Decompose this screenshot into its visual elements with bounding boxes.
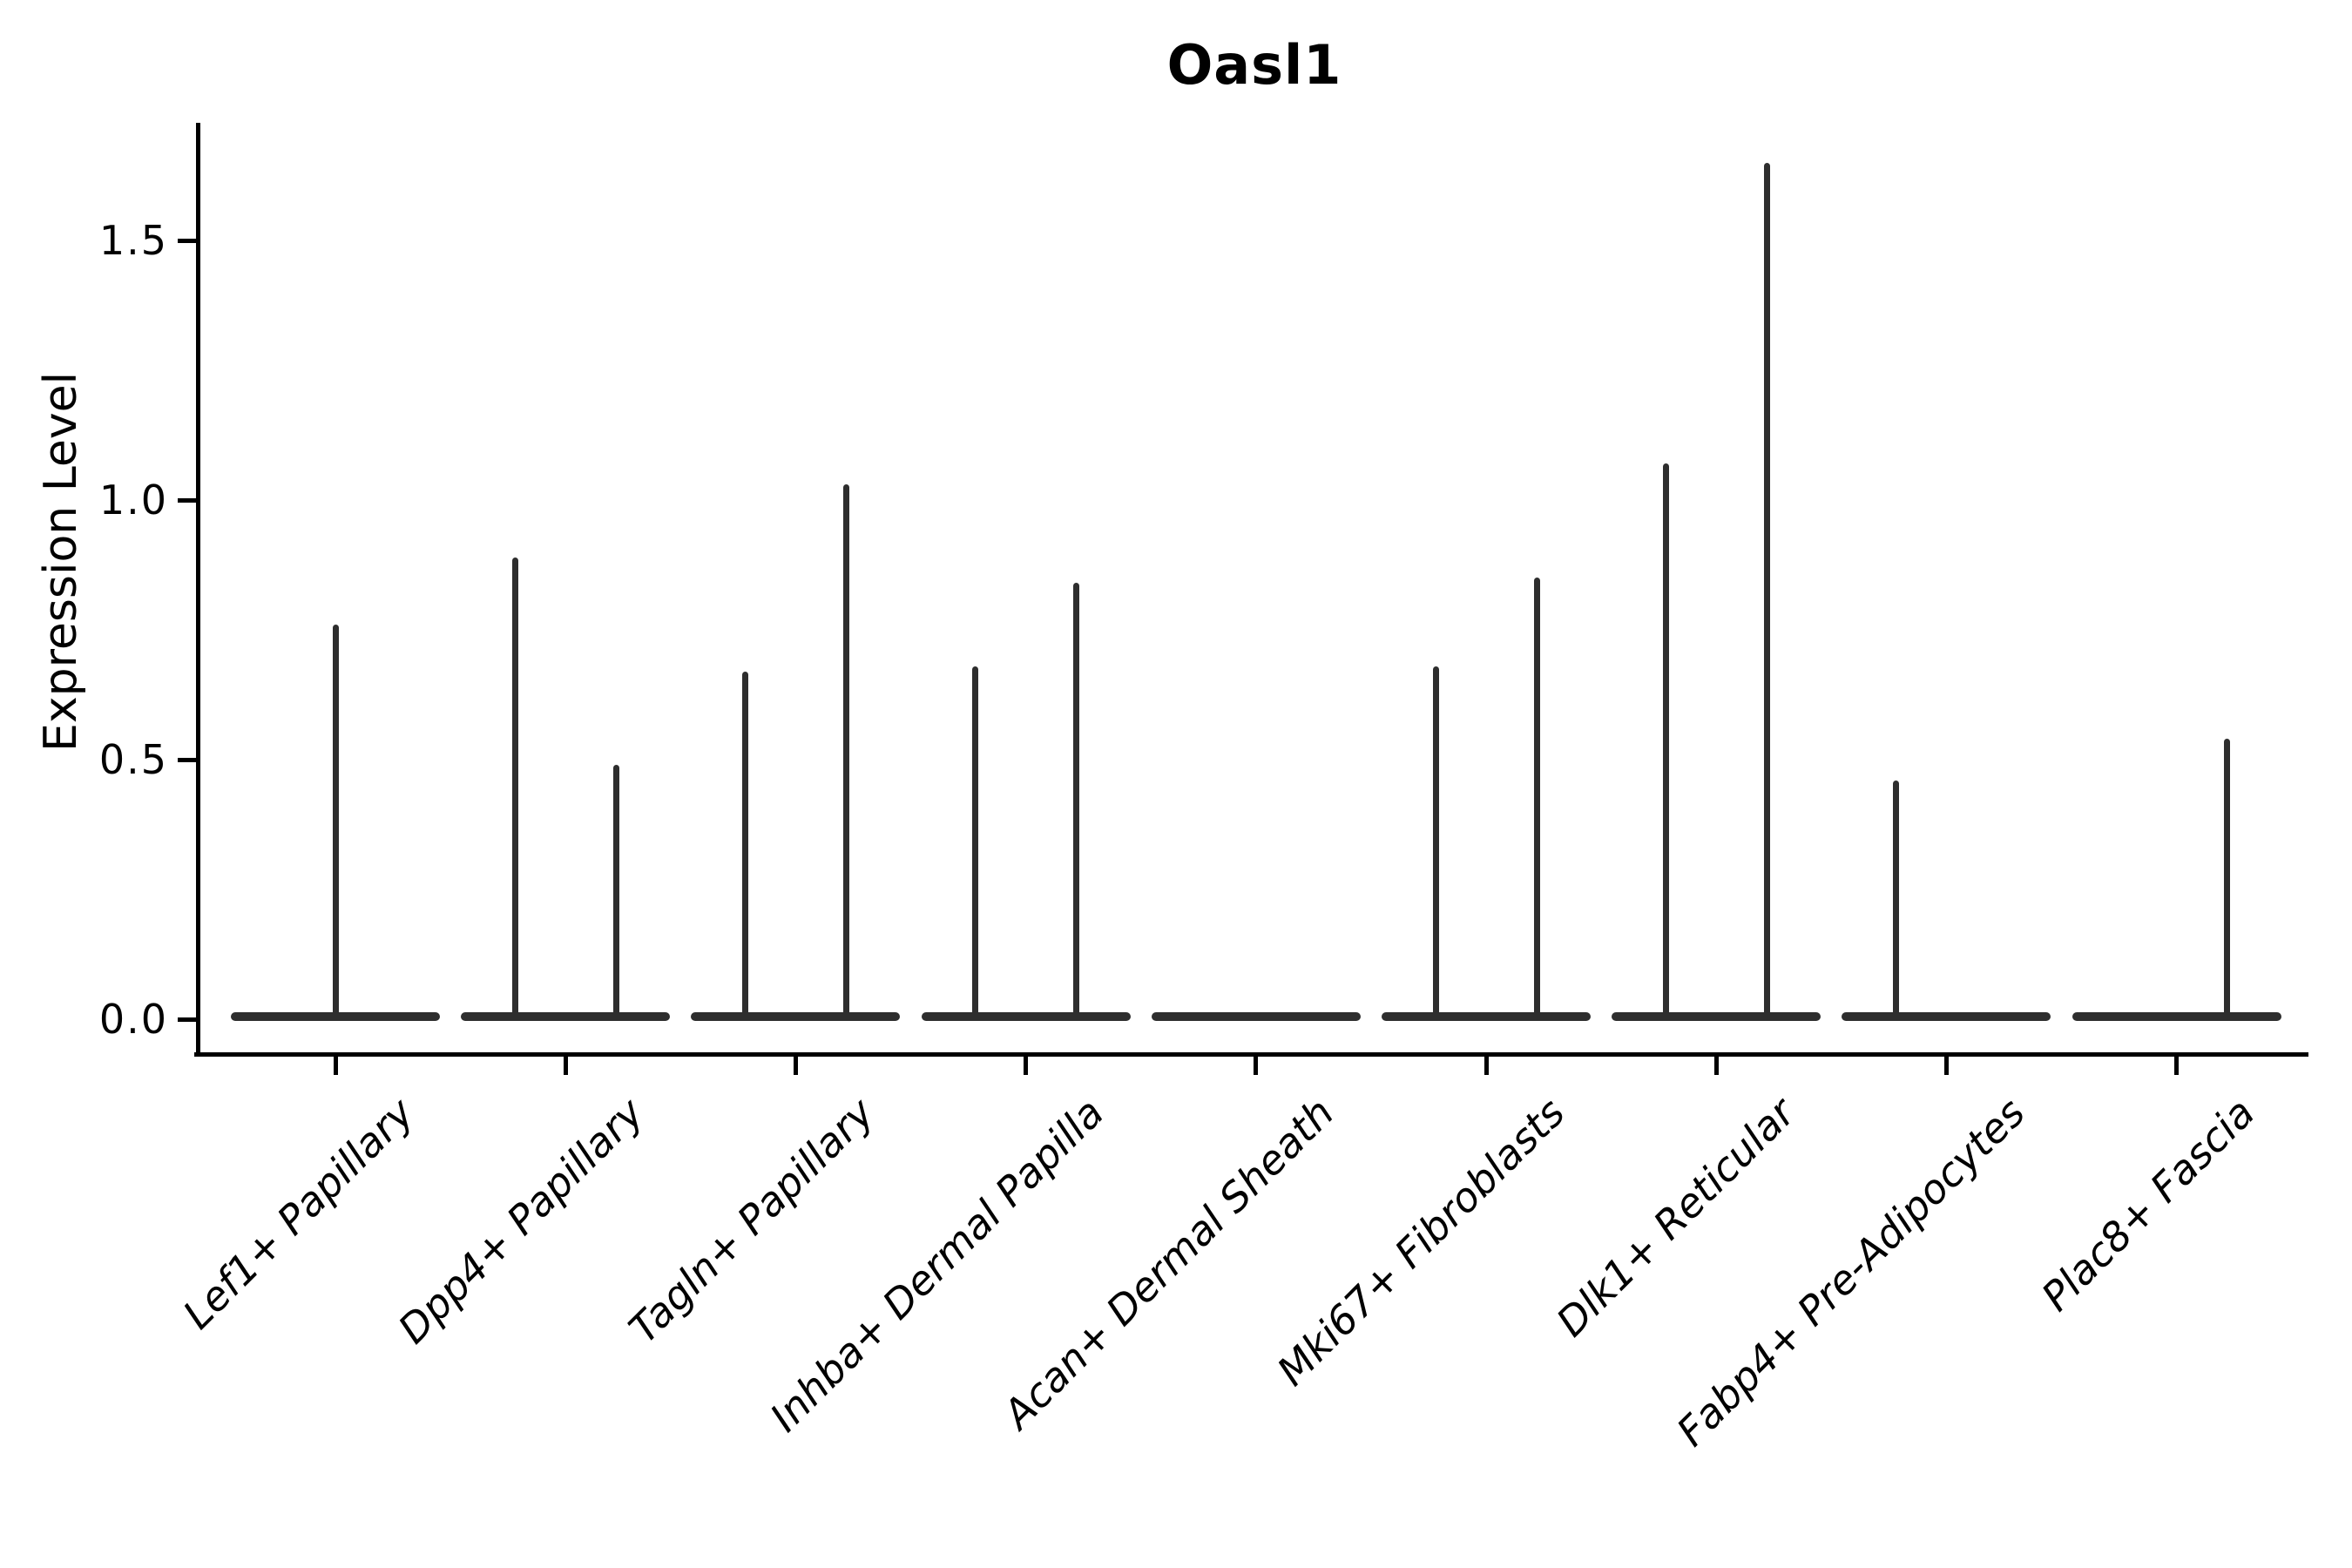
x-tick-mark xyxy=(2174,1056,2180,1075)
violin-spike xyxy=(1073,583,1080,1021)
violin-baseline xyxy=(1151,1012,1361,1021)
violin-baseline xyxy=(1382,1012,1591,1021)
x-tick-mark xyxy=(1943,1056,1949,1075)
violin-spike xyxy=(741,671,748,1021)
x-tick-label: Tagln+ Papillary xyxy=(619,1089,883,1353)
x-axis-spine xyxy=(194,1052,2308,1057)
x-tick-mark xyxy=(1484,1056,1489,1075)
x-tick-label: Dlk1+ Reticular xyxy=(1546,1089,1804,1346)
y-tick-label: 0.0 xyxy=(98,996,168,1043)
violin-spike xyxy=(1432,666,1439,1021)
y-tick-label: 0.5 xyxy=(98,736,168,783)
violin-spike xyxy=(612,764,619,1021)
violin-spike xyxy=(332,625,339,1021)
violin-spike xyxy=(972,666,979,1021)
violin-baseline xyxy=(1612,1012,1821,1021)
violin-spike xyxy=(2224,739,2231,1021)
violin-spike xyxy=(1763,162,1770,1021)
violin-spike xyxy=(1533,578,1540,1021)
x-tick-label: Plac8+ Fascia xyxy=(2032,1089,2264,1321)
y-tick-label: 1.0 xyxy=(98,476,168,524)
violin-baseline xyxy=(1842,1012,2051,1021)
y-tick-mark xyxy=(178,1017,198,1022)
x-tick-mark xyxy=(333,1056,338,1075)
x-tick-label: Lef1+ Papillary xyxy=(173,1089,423,1338)
x-tick-mark xyxy=(793,1056,798,1075)
violin-baseline xyxy=(691,1012,901,1021)
violin-spike xyxy=(1662,463,1669,1021)
y-axis-label: Expression Level xyxy=(35,371,87,753)
x-tick-mark xyxy=(1254,1056,1259,1075)
y-tick-label: 1.5 xyxy=(98,217,168,264)
x-tick-mark xyxy=(1713,1056,1719,1075)
y-tick-mark xyxy=(178,238,198,243)
violin-spike xyxy=(1892,780,1899,1021)
violin-baseline xyxy=(921,1012,1131,1021)
x-tick-mark xyxy=(1024,1056,1029,1075)
violin-spike xyxy=(511,557,518,1021)
violin-baseline xyxy=(461,1012,671,1021)
y-axis-spine xyxy=(196,123,200,1057)
y-tick-mark xyxy=(178,757,198,762)
y-tick-mark xyxy=(178,497,198,503)
x-tick-label: Dpp4+ Papillary xyxy=(389,1089,653,1353)
violin-baseline xyxy=(2072,1012,2281,1021)
violin-spike xyxy=(842,484,849,1021)
chart-title: Oasl1 xyxy=(1166,33,1342,97)
x-tick-mark xyxy=(563,1056,568,1075)
